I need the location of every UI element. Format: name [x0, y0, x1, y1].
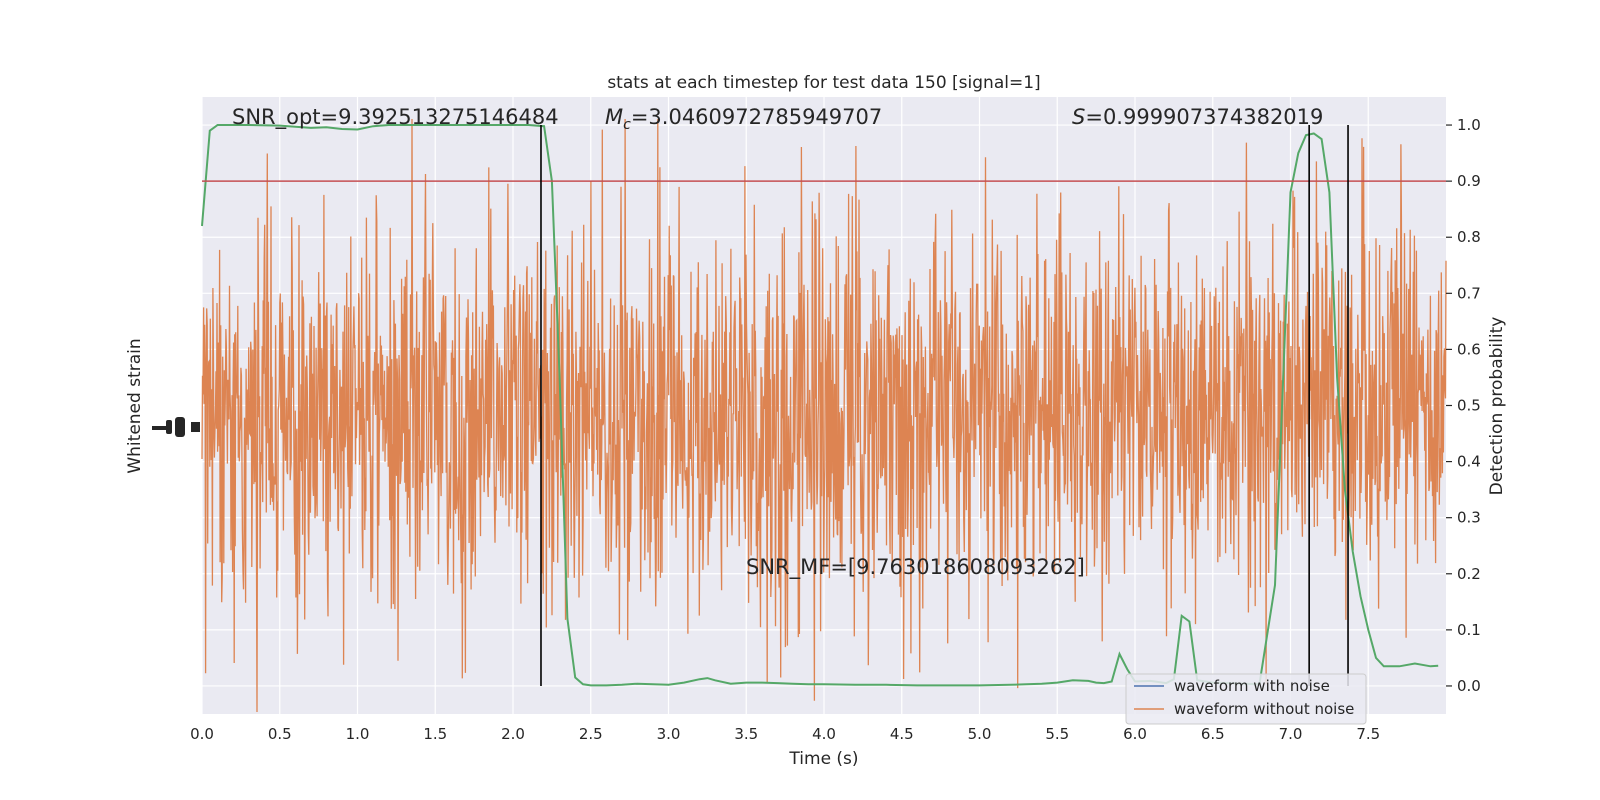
y-axis-label-right: Detection probability — [1487, 317, 1507, 496]
x-tick-label-6: 3.0 — [657, 725, 681, 743]
detection-probability-line — [201, 124, 1439, 687]
y-tick-label-9: 0.9 — [1457, 172, 1481, 190]
series-detection-probability — [201, 124, 1439, 687]
x-tick-label-8: 4.0 — [812, 725, 836, 743]
annotation-snr-opt: SNR_opt=9.392513275146484 — [232, 105, 559, 130]
waveform-without-noise-line — [201, 118, 1447, 713]
y-tick-label-4: 0.4 — [1457, 453, 1481, 471]
annotation-s: S=0.999907374382019 — [1072, 105, 1323, 129]
x-tick-label-0: 0.0 — [190, 725, 214, 743]
y-tick-label-10: 1.0 — [1457, 116, 1481, 134]
chart-title: stats at each timestep for test data 150… — [607, 73, 1040, 93]
x-tick-label-1: 0.5 — [268, 725, 292, 743]
y-tick-label-3: 0.3 — [1457, 509, 1481, 527]
x-tick-label-12: 6.0 — [1123, 725, 1147, 743]
y-tick-label-6: 0.6 — [1457, 340, 1481, 358]
x-tick-label-13: 6.5 — [1201, 725, 1225, 743]
x-tick-label-10: 5.0 — [968, 725, 992, 743]
x-tick-label-9: 4.5 — [890, 725, 914, 743]
x-tick-label-4: 2.0 — [501, 725, 525, 743]
legend: waveform with noise waveform without noi… — [1125, 673, 1367, 725]
y-axis-label-left: Whitened strain — [125, 338, 145, 473]
x-tick-label-14: 7.0 — [1279, 725, 1303, 743]
x-tick-label-7: 3.5 — [734, 725, 758, 743]
legend-item-with-noise: waveform with noise — [1174, 677, 1330, 695]
overlay-lines — [202, 125, 1446, 686]
annotation-snr-mf: SNR_MF=[9.763018608093262] — [746, 555, 1085, 580]
y-tick-label-7: 0.7 — [1457, 284, 1481, 302]
legend-box — [1125, 673, 1367, 725]
x-tick-label-3: 1.5 — [423, 725, 447, 743]
annotation-chirp-mass: Mc=3.0460972785949707 — [605, 105, 882, 133]
y-tick-label-1: 0.1 — [1457, 621, 1481, 639]
y-tick-label-5: 0.5 — [1457, 397, 1481, 415]
left-axis-collapsed-ticks — [152, 417, 200, 437]
legend-item-without-noise: waveform without noise — [1174, 700, 1354, 718]
x-tick-label-11: 5.5 — [1045, 725, 1069, 743]
y-axis-ticks: 0.0 0.1 0.2 0.3 0.4 0.5 0.6 0.7 0.8 0.9 1.0 — [1446, 116, 1481, 695]
y-tick-label-0: 0.0 — [1457, 677, 1481, 695]
x-tick-label-5: 2.5 — [579, 725, 603, 743]
series-waveform-without-noise — [201, 118, 1447, 713]
y-tick-label-8: 0.8 — [1457, 228, 1481, 246]
x-axis-ticks: 0.0 0.5 1.0 1.5 2.0 2.5 3.0 3.5 4.0 4.5 5.0 5.5 6.0 6… — [190, 725, 1380, 743]
x-axis-label: Time (s) — [788, 749, 858, 769]
x-tick-label-15: 7.5 — [1356, 725, 1380, 743]
x-tick-label-2: 1.0 — [346, 725, 370, 743]
y-tick-label-2: 0.2 — [1457, 565, 1481, 583]
